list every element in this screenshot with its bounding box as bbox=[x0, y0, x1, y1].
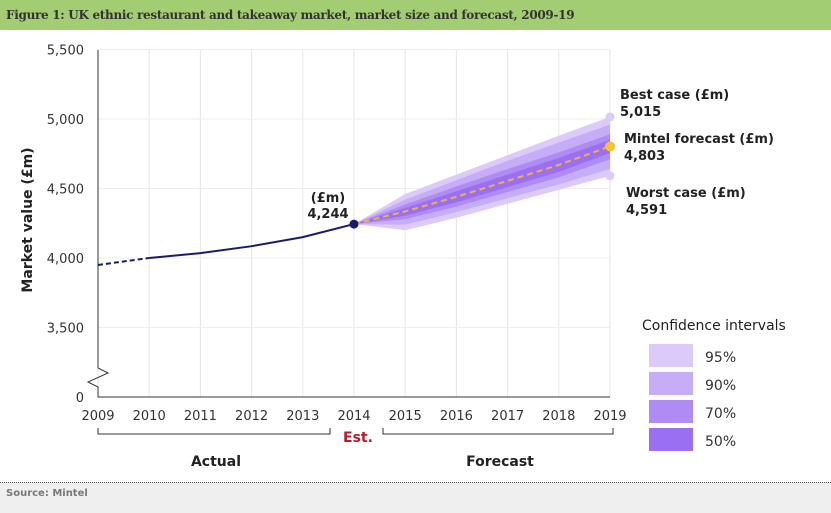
best-case-value: 5,015 bbox=[620, 105, 661, 120]
est-point bbox=[349, 219, 359, 229]
x-tick-label: 2018 bbox=[542, 409, 575, 424]
confidence-band-70% bbox=[354, 134, 610, 225]
confidence-band-90% bbox=[354, 124, 610, 225]
legend-swatch-90% bbox=[649, 372, 693, 395]
footer: Source: Mintel bbox=[0, 482, 831, 513]
forecast-line bbox=[353, 145, 611, 226]
legend-label: 95% bbox=[705, 350, 736, 366]
x-tick-label: 2014 bbox=[337, 409, 370, 424]
actual-line-dashed bbox=[97, 257, 150, 266]
y-tick-label: 5,500 bbox=[47, 44, 84, 59]
x-tick-label: 2012 bbox=[235, 409, 268, 424]
forecast-bracket bbox=[382, 428, 614, 435]
y-tick-label: 4,000 bbox=[47, 252, 84, 267]
forecast-bracket-label: Forecast bbox=[466, 454, 534, 470]
best-case-label: Best case (£m) bbox=[620, 88, 729, 103]
y-axis bbox=[86, 50, 610, 398]
legend-swatch-95% bbox=[649, 344, 693, 367]
x-tick-label: 2011 bbox=[184, 409, 217, 424]
y-tick-label: 5,000 bbox=[47, 113, 84, 128]
x-tick-label: 2009 bbox=[81, 409, 114, 424]
x-tick-label: 2017 bbox=[491, 409, 524, 424]
x-tick-label: 2010 bbox=[133, 409, 166, 424]
legend-label: 70% bbox=[705, 406, 736, 422]
forecast-label: Mintel forecast (£m) bbox=[624, 132, 774, 147]
x-tick-label: 2019 bbox=[593, 409, 626, 424]
forecast-value: 4,803 bbox=[624, 149, 665, 164]
x-tick-label: 2016 bbox=[440, 409, 473, 424]
actual-line bbox=[149, 223, 355, 259]
x-tick-label: 2013 bbox=[286, 409, 319, 424]
y-tick-label: 0 bbox=[76, 391, 84, 406]
worst-case-value: 4,591 bbox=[626, 203, 667, 218]
est-bracket-label: Est. bbox=[343, 430, 373, 446]
x-tick-label: 2015 bbox=[389, 409, 422, 424]
worst-case-point bbox=[605, 171, 615, 181]
est-label: (£m) bbox=[311, 191, 345, 206]
best-case-point bbox=[605, 112, 615, 122]
y-axis-label: Market value (£m) bbox=[20, 147, 36, 292]
legend-swatch-50% bbox=[649, 428, 693, 451]
legend-label: 90% bbox=[705, 378, 736, 394]
forecast-point bbox=[605, 141, 615, 152]
figure-header: Figure 1: UK ethnic restaurant and takea… bbox=[0, 0, 831, 30]
legend-title: Confidence intervals bbox=[642, 318, 786, 334]
est-value: 4,244 bbox=[307, 207, 348, 222]
figure-title: Figure 1: UK ethnic restaurant and takea… bbox=[6, 8, 575, 22]
actual-bracket bbox=[97, 428, 331, 435]
y-tick-label: 3,500 bbox=[47, 322, 84, 337]
chart: 5,500 5,000 4,500 4,000 3,500 0 2009 2010 2011 20… bbox=[20, 44, 786, 471]
legend-label: 50% bbox=[705, 434, 736, 450]
source-text: Source: Mintel bbox=[6, 488, 88, 499]
actual-label: Actual bbox=[191, 454, 241, 470]
worst-case-label: Worst case (£m) bbox=[626, 186, 746, 201]
legend-swatch-70% bbox=[649, 400, 693, 423]
y-tick-label: 4,500 bbox=[47, 183, 84, 198]
